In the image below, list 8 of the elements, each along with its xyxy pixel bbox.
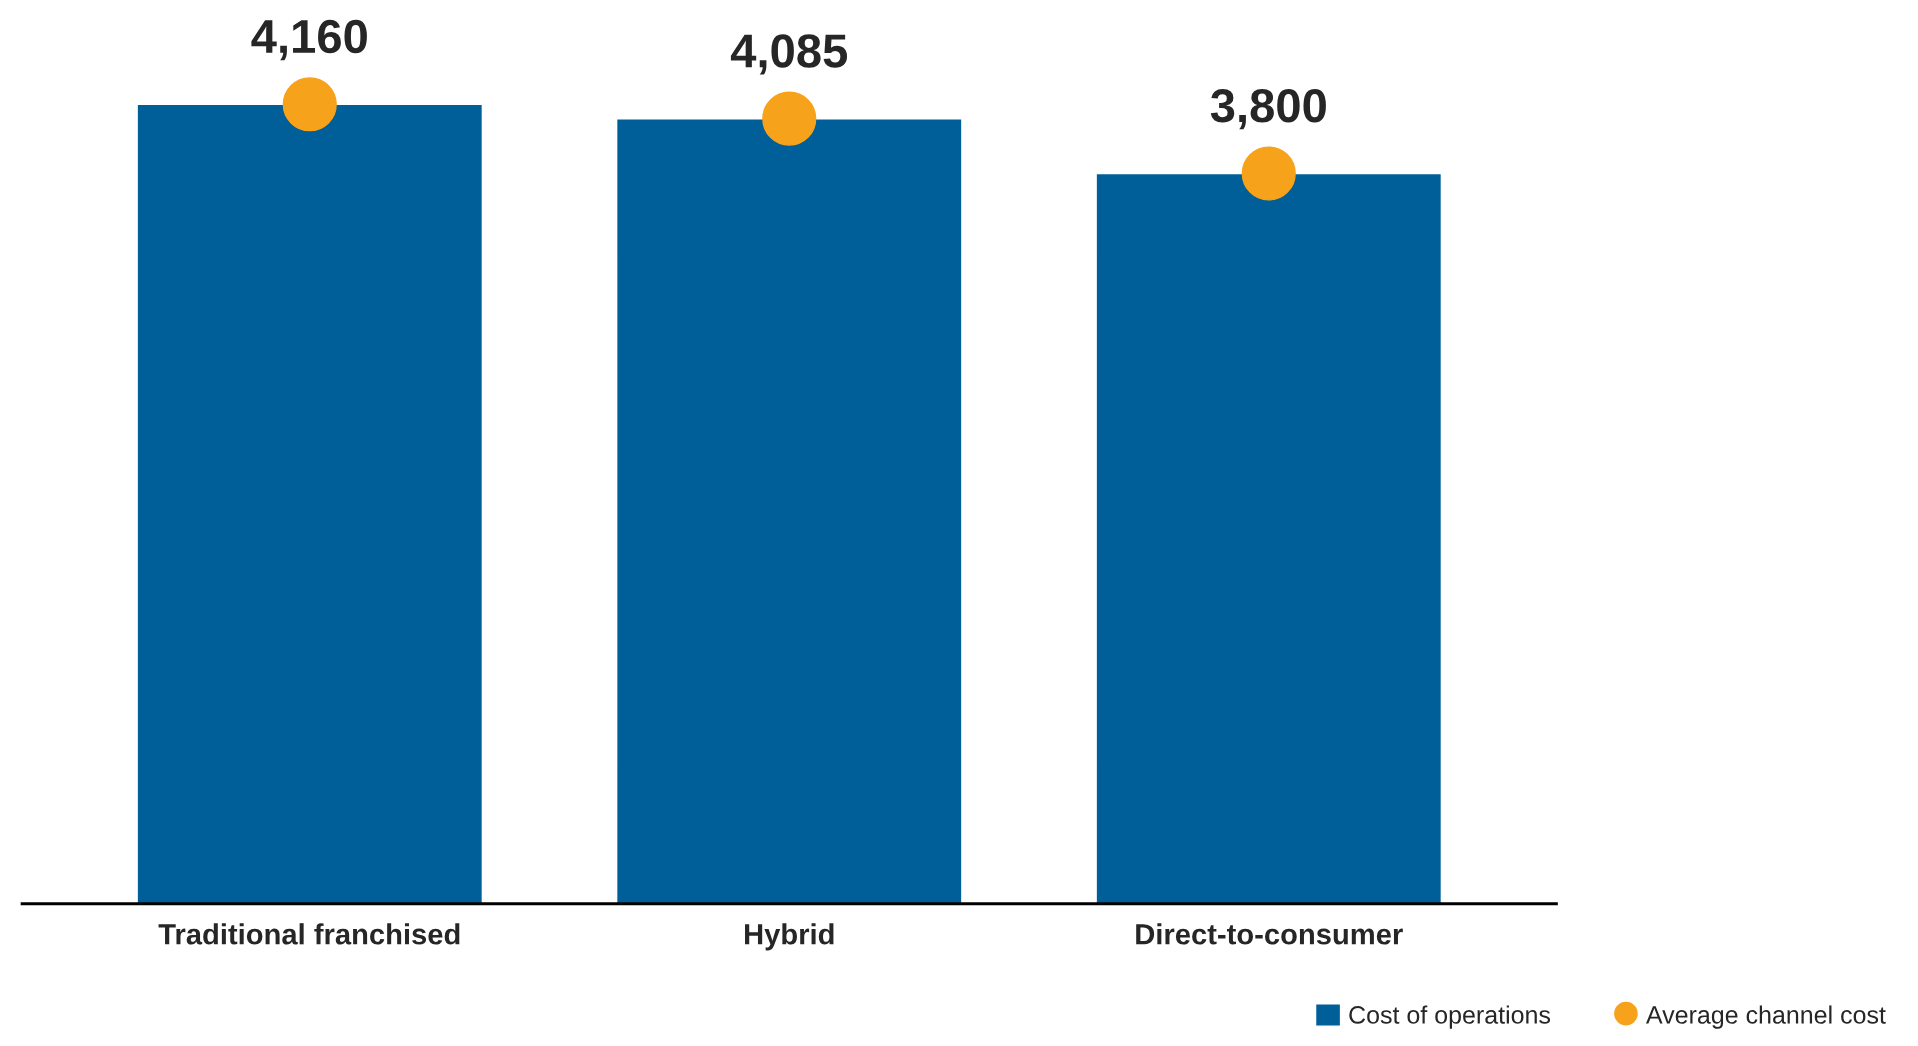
x-tick-label: Traditional franchised: [158, 923, 460, 945]
legend-label: Average channel cost: [1645, 1005, 1886, 1029]
data-label: 4,085: [730, 34, 848, 75]
data-label: 3,800: [1210, 89, 1326, 130]
x-tick-label: Hybrid: [745, 923, 834, 951]
legend-label: Cost of operations: [1349, 1005, 1551, 1029]
x-tick-label: Direct-to-consumer: [1136, 923, 1403, 945]
data-label: 4,160: [251, 19, 367, 61]
